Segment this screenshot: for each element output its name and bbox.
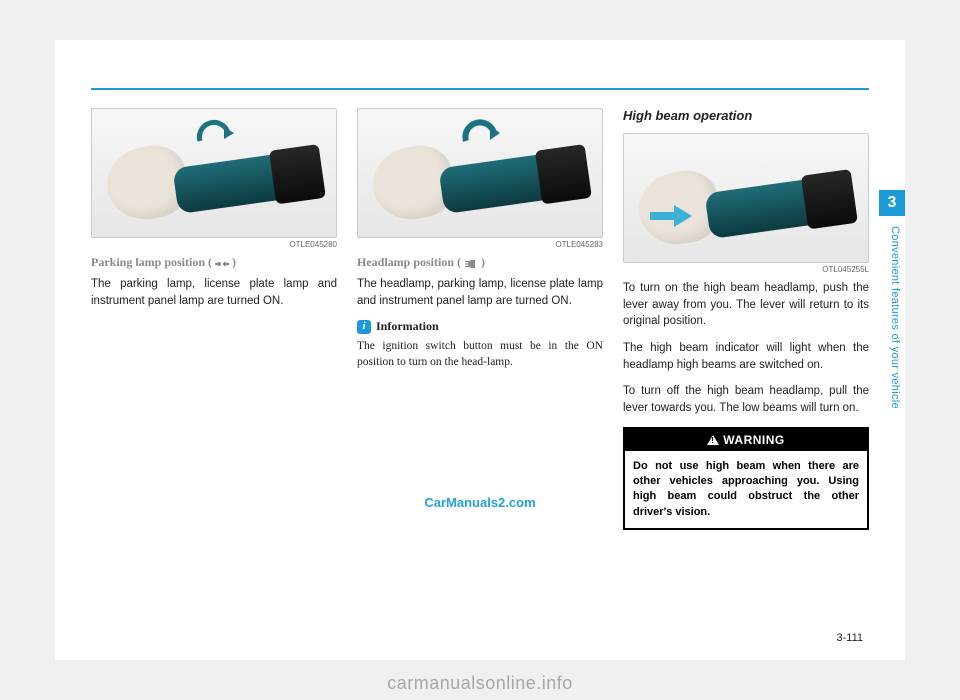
rotate-arrow-icon <box>460 119 500 149</box>
subhead-text-suffix: ) <box>229 255 236 269</box>
warning-title-text: WARNING <box>723 433 785 447</box>
chapter-tab: 3 <box>879 190 905 216</box>
push-arrow-icon <box>648 201 692 231</box>
figure-caption: OTL045255L <box>623 265 869 274</box>
warning-body-text: Do not use high beam when there are othe… <box>625 451 867 529</box>
headlamp-subhead: Headlamp position ( ) <box>357 255 603 270</box>
warning-title-bar: WARNING <box>625 429 867 451</box>
manual-page: OTLE045280 Parking lamp position ( ) The… <box>55 40 905 660</box>
stalk-illustration <box>704 177 829 239</box>
rotate-arrow-icon <box>194 119 234 149</box>
high-beam-body-3: To turn off the high beam headlamp, pull… <box>623 383 869 416</box>
stalk-illustration <box>438 152 563 214</box>
warning-triangle-icon <box>707 435 719 445</box>
figure-caption: OTLE045280 <box>91 240 337 249</box>
info-text: The ignition switch button must be in th… <box>357 338 603 370</box>
column-1: OTLE045280 Parking lamp position ( ) The… <box>91 108 337 530</box>
parking-lamp-subhead: Parking lamp position ( ) <box>91 255 337 270</box>
figure-high-beam <box>623 133 869 263</box>
high-beam-body-1: To turn on the high beam headlamp, push … <box>623 280 869 330</box>
figure-parking-lamp <box>91 108 337 238</box>
column-2: OTLE045283 Headlamp position ( ) The hea… <box>357 108 603 530</box>
info-icon: i <box>357 320 371 334</box>
top-rule <box>91 88 869 90</box>
subhead-text: Headlamp position ( <box>357 255 464 269</box>
parking-lamp-icon <box>215 258 229 268</box>
warning-box: WARNING Do not use high beam when there … <box>623 427 869 531</box>
column-3: High beam operation OTL045255L To turn o… <box>623 108 869 530</box>
stalk-illustration <box>172 152 297 214</box>
page-number: 3-111 <box>836 632 863 644</box>
high-beam-heading: High beam operation <box>623 108 869 123</box>
parking-lamp-body: The parking lamp, license plate lamp and… <box>91 276 337 309</box>
subhead-text-suffix: ) <box>478 255 485 269</box>
watermark-bottom: carmanualsonline.info <box>387 673 573 694</box>
subhead-text: Parking lamp position ( <box>91 255 215 269</box>
high-beam-body-2: The high beam indicator will light when … <box>623 340 869 373</box>
content-columns: OTLE045280 Parking lamp position ( ) The… <box>91 108 869 530</box>
figure-caption: OTLE045283 <box>357 240 603 249</box>
figure-headlamp <box>357 108 603 238</box>
info-label: Information <box>376 319 439 334</box>
information-header: i Information <box>357 319 603 334</box>
headlamp-icon <box>464 258 478 268</box>
headlamp-body: The headlamp, parking lamp, license plat… <box>357 276 603 309</box>
chapter-side-label: Convenient features of your vehicle <box>885 226 901 526</box>
